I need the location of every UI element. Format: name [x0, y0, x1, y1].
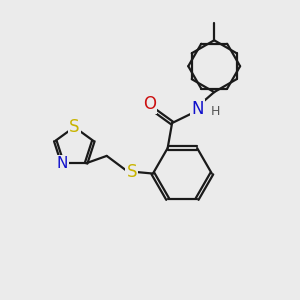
Text: N: N [57, 156, 68, 171]
Text: S: S [69, 118, 80, 136]
Text: N: N [191, 100, 204, 118]
Text: O: O [143, 95, 156, 113]
Text: H: H [210, 105, 220, 118]
Text: S: S [127, 163, 137, 181]
